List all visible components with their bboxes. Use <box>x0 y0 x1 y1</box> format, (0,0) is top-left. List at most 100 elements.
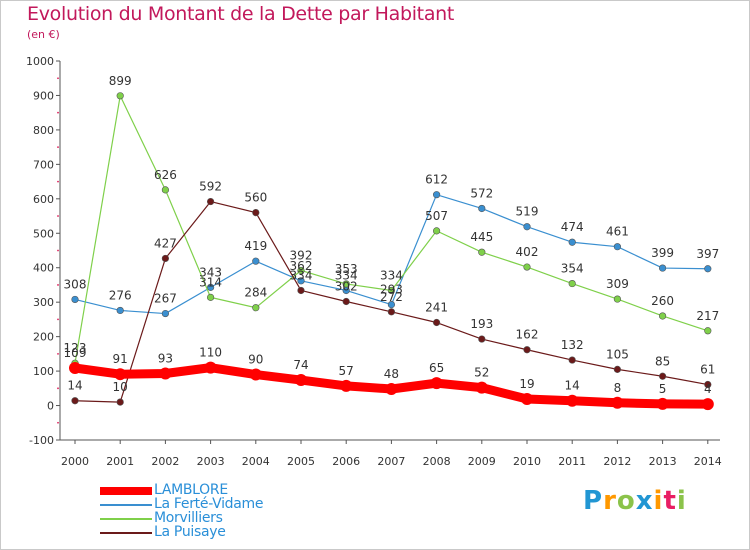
data-point <box>116 306 124 315</box>
legend-label: LAMBLORE <box>154 482 228 498</box>
data-label: 4 <box>704 382 712 396</box>
data-label: 65 <box>429 361 444 375</box>
legend-label: Morvilliers <box>154 510 223 526</box>
data-point <box>252 257 260 265</box>
data-point <box>433 191 441 199</box>
logo-letter: o <box>616 486 636 516</box>
logo-letter: P <box>583 486 604 516</box>
logo-letter: i <box>653 486 664 516</box>
data-label: 293 <box>380 283 403 297</box>
y-minor-tick <box>57 146 59 149</box>
x-tick-label: 2003 <box>197 455 225 468</box>
data-label: 402 <box>516 245 539 259</box>
data-label: 105 <box>606 347 629 361</box>
data-point <box>523 263 531 271</box>
data-label: 507 <box>425 209 448 223</box>
data-point <box>297 277 305 285</box>
y-minor-tick <box>57 77 59 80</box>
data-point <box>658 264 667 272</box>
data-point <box>478 248 486 256</box>
x-tick-label: 2006 <box>332 455 360 468</box>
data-label: 61 <box>700 363 715 377</box>
data-point <box>69 361 81 374</box>
data-point <box>523 346 531 354</box>
data-point <box>568 238 576 246</box>
data-label: 284 <box>244 286 267 300</box>
data-point <box>297 266 305 275</box>
data-label: 626 <box>154 168 177 182</box>
x-tick-label: 2005 <box>287 455 315 468</box>
data-point <box>613 295 622 303</box>
data-point <box>523 223 531 231</box>
data-label: 90 <box>248 353 263 367</box>
data-label: 85 <box>655 354 670 368</box>
data-point <box>701 398 714 411</box>
data-label: 132 <box>561 338 584 352</box>
chart-unit-label: (en €) <box>27 28 60 41</box>
data-point <box>204 361 217 374</box>
data-label: 334 <box>335 268 358 282</box>
data-label: 217 <box>696 309 719 323</box>
data-label: 302 <box>335 279 358 293</box>
data-label: 193 <box>470 317 493 331</box>
legend-swatch <box>100 532 152 534</box>
logo-letter: r <box>603 486 617 516</box>
data-point <box>116 398 124 406</box>
x-tick-label: 2008 <box>423 455 451 468</box>
y-minor-tick <box>57 111 59 114</box>
data-label: 399 <box>651 246 674 260</box>
data-label: 899 <box>109 74 132 88</box>
data-point <box>385 383 398 396</box>
data-point <box>207 197 215 206</box>
data-point <box>71 295 79 304</box>
data-point <box>656 397 669 410</box>
data-point <box>161 254 169 263</box>
y-minor-tick <box>57 284 59 286</box>
data-point <box>114 368 127 381</box>
data-point <box>433 318 441 327</box>
logo-letter: x <box>635 486 654 516</box>
y-tick-label: 1000 <box>26 55 54 68</box>
y-minor-tick <box>57 387 59 390</box>
data-label: 334 <box>380 268 403 282</box>
y-minor-tick <box>57 352 59 355</box>
data-label: 57 <box>339 364 354 378</box>
data-point <box>387 300 396 309</box>
logo-letter: i <box>676 486 687 516</box>
data-point <box>430 377 443 390</box>
data-point <box>161 186 169 194</box>
data-point <box>475 381 488 394</box>
data-label: 260 <box>651 294 674 308</box>
data-label: 276 <box>109 288 132 302</box>
y-tick-label: -100 <box>29 434 54 447</box>
data-point <box>252 304 260 312</box>
data-point <box>161 309 169 318</box>
legend-label: La Puisaye <box>154 524 226 540</box>
y-tick-label: 0 <box>47 400 54 413</box>
data-point <box>568 279 576 288</box>
x-tick-label: 2002 <box>151 455 179 468</box>
data-point <box>340 379 353 392</box>
y-tick-label: 900 <box>33 89 54 102</box>
data-point <box>252 209 260 217</box>
data-label: 5 <box>659 382 667 396</box>
x-tick-label: 2009 <box>468 455 496 468</box>
data-label: 14 <box>67 379 82 393</box>
data-point <box>116 92 124 100</box>
data-label: 109 <box>64 346 87 360</box>
legend-swatch <box>100 504 152 506</box>
y-tick-label: 100 <box>33 365 54 378</box>
data-label: 48 <box>384 367 399 381</box>
x-tick-label: 2014 <box>694 455 722 468</box>
y-tick-label: 800 <box>33 124 54 137</box>
x-tick-label: 2010 <box>513 455 541 468</box>
y-minor-tick <box>57 215 59 217</box>
x-tick-label: 2013 <box>649 455 677 468</box>
data-label: 309 <box>606 277 629 291</box>
data-point <box>521 392 533 405</box>
legend-swatch <box>100 518 152 520</box>
data-point <box>478 204 486 213</box>
data-label: 427 <box>154 236 177 250</box>
logo-letter: t <box>663 486 677 516</box>
data-point <box>658 372 667 380</box>
